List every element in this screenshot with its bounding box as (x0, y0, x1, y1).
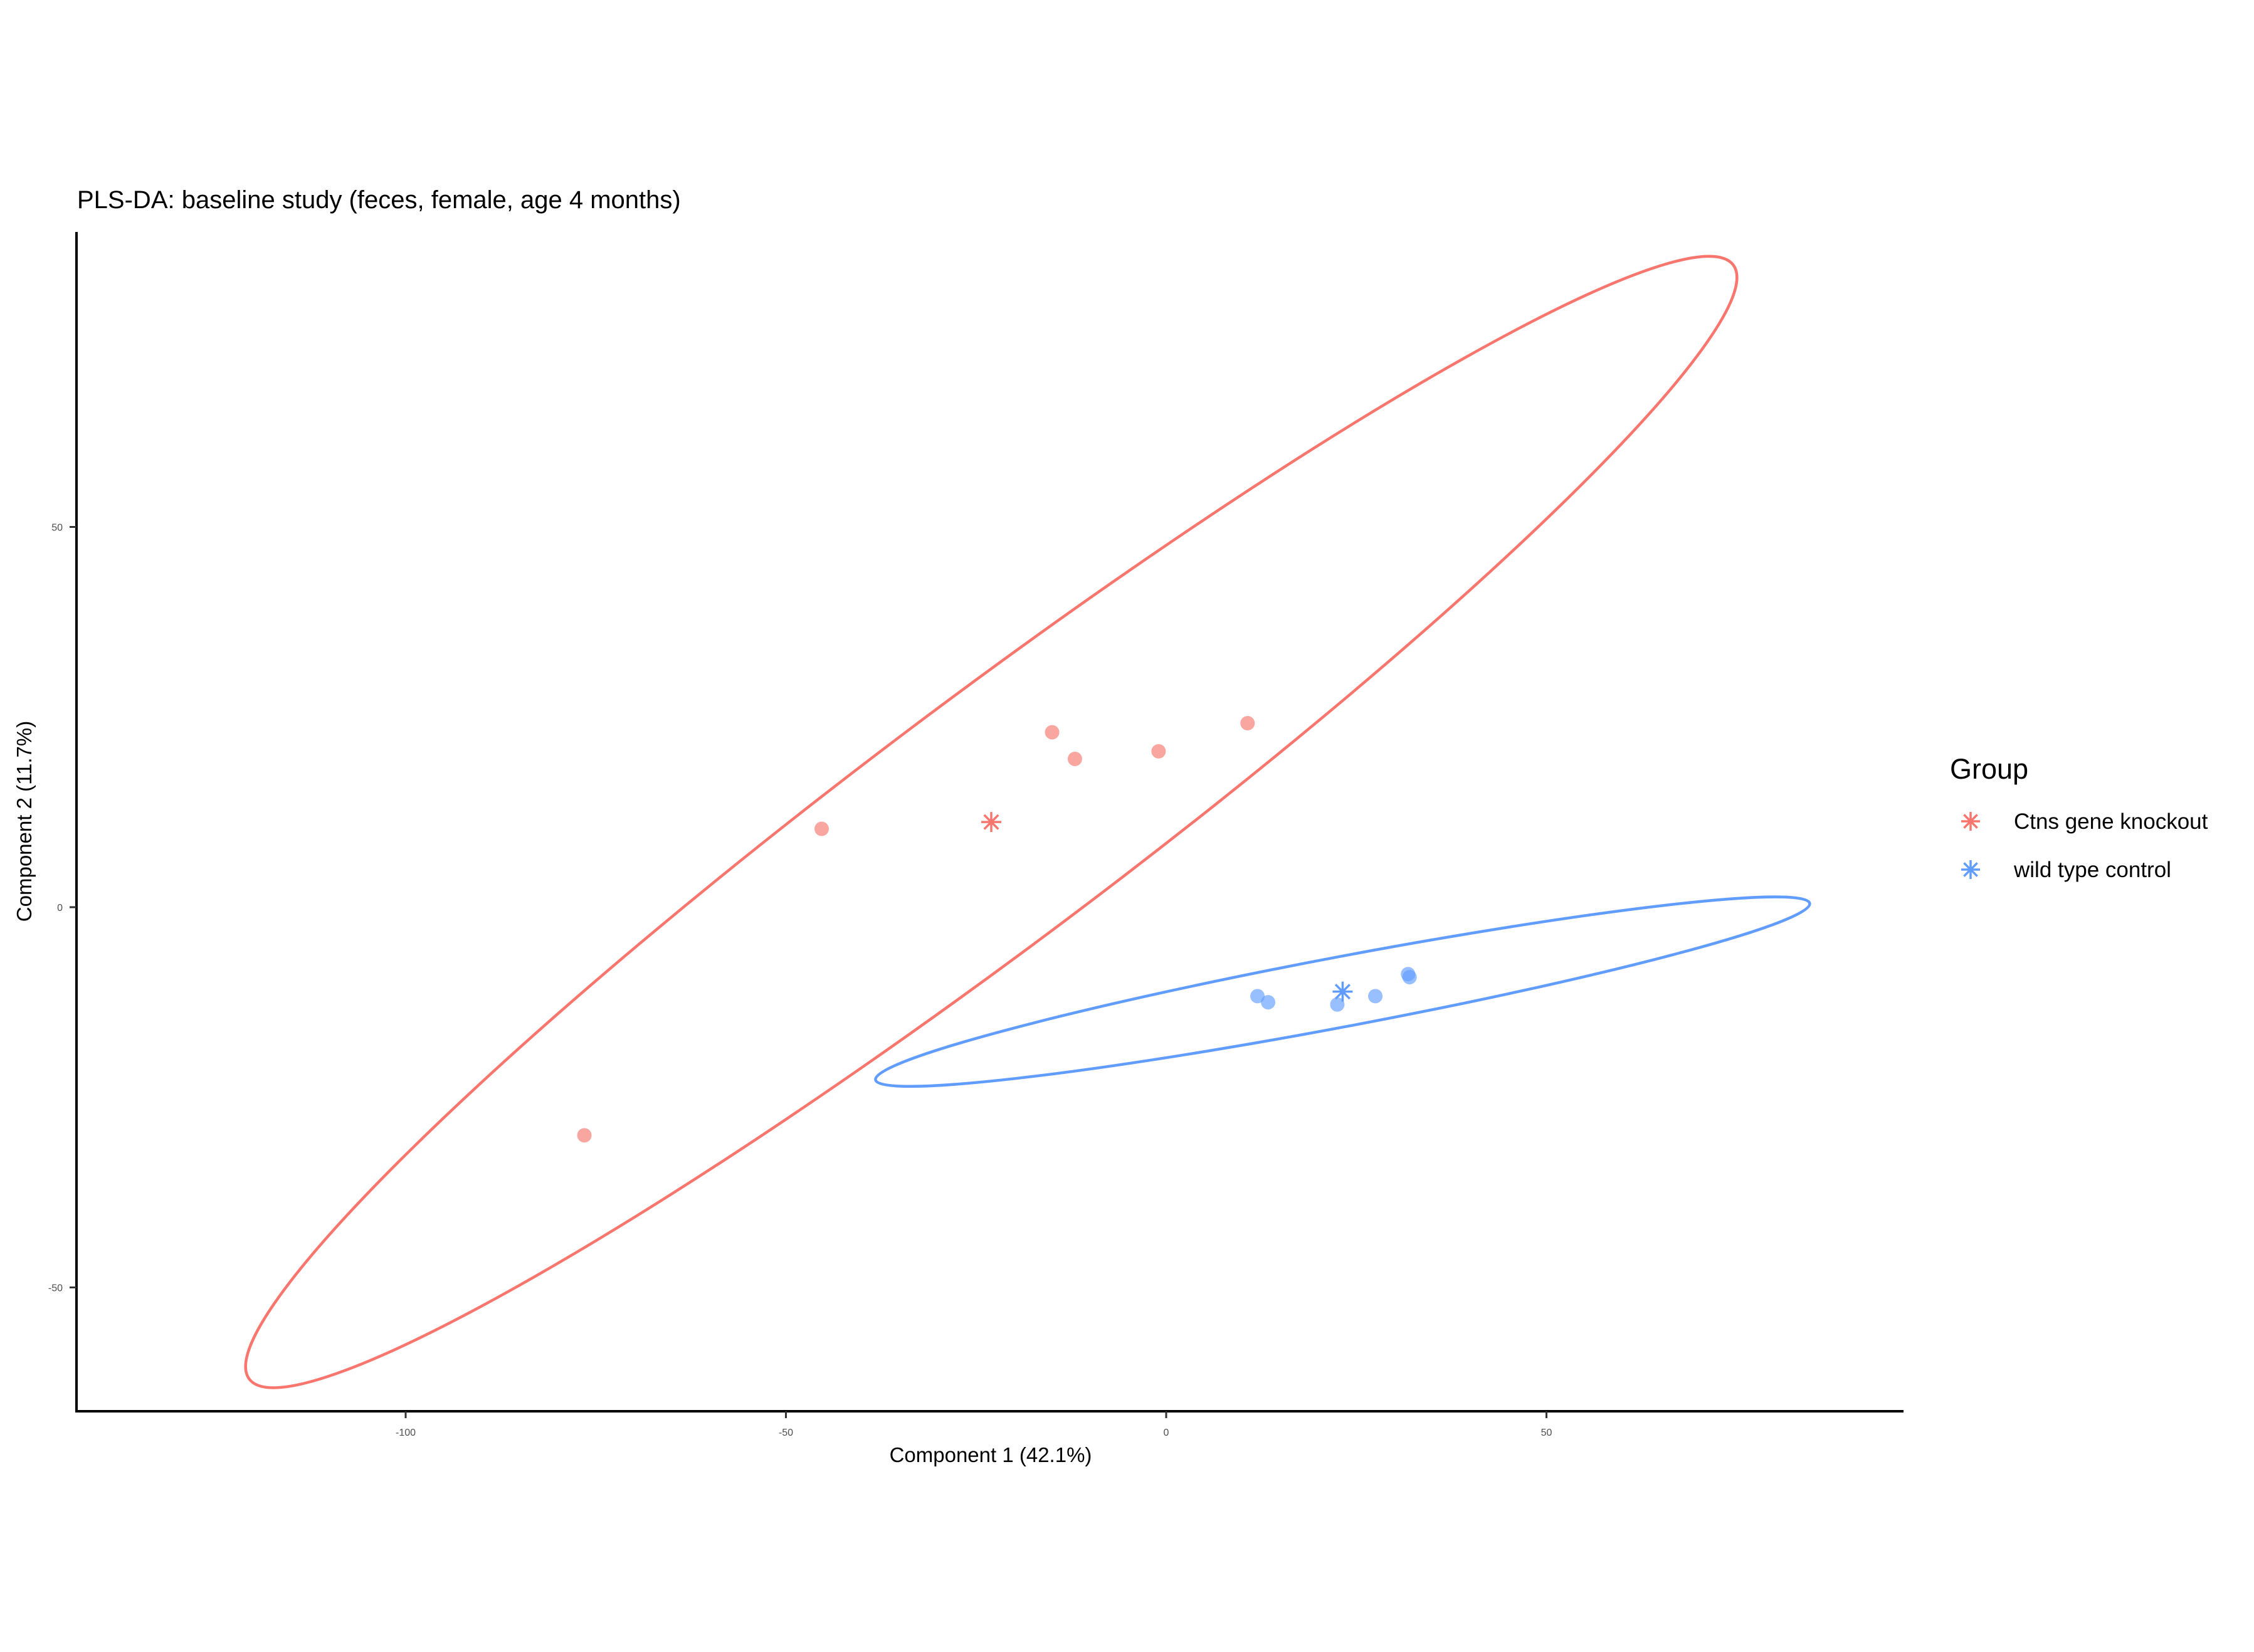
legend-key-1 (1961, 860, 1980, 879)
x-tick-label-1: -50 (779, 1428, 793, 1438)
chart-title: PLS-DA: baseline study (feces, female, a… (77, 186, 681, 214)
point-0-2 (1045, 725, 1060, 740)
x-tick-label-0: -100 (396, 1428, 416, 1438)
point-0-1 (814, 821, 829, 836)
ellipse-1 (874, 895, 1811, 1088)
x-tick-label-2: 0 (1164, 1428, 1169, 1438)
point-0-0 (577, 1128, 592, 1143)
point-1-0 (1250, 989, 1265, 1004)
sample-points (577, 715, 1417, 1143)
point-1-3 (1368, 989, 1383, 1004)
centroid-0 (981, 812, 1002, 833)
legend: Group Ctns gene knockout wild type contro… (1950, 753, 2208, 882)
y-tick-label-0: -50 (48, 1283, 63, 1294)
centroid-1 (1332, 981, 1353, 1002)
group-centroids (981, 812, 1353, 1002)
y-tick-label-2: 50 (51, 523, 63, 534)
point-0-5 (1240, 715, 1255, 730)
point-1-2 (1330, 997, 1345, 1012)
point-1-1 (1261, 995, 1276, 1010)
point-0-4 (1151, 744, 1166, 759)
legend-key-0 (1961, 812, 1980, 831)
x-axis-title: Component 1 (42.1%) (890, 1443, 1092, 1466)
confidence-ellipses (244, 255, 1811, 1389)
y-axis-ticks: -50 0 50 (48, 523, 76, 1294)
legend-items: Ctns gene knockout wild type control (1961, 809, 2208, 882)
point-0-3 (1067, 751, 1082, 766)
y-tick-label-1: 0 (57, 903, 63, 913)
ellipse-0 (244, 255, 1739, 1389)
legend-label-1: wild type control (2013, 858, 2171, 882)
point-1-5 (1402, 970, 1417, 985)
legend-label-0: Ctns gene knockout (2014, 809, 2208, 834)
x-axis-ticks: -100 -50 0 50 (396, 1411, 1552, 1438)
x-tick-label-3: 50 (1541, 1428, 1552, 1438)
legend-title: Group (1950, 753, 2028, 785)
y-axis-title: Component 2 (11.7%) (13, 721, 36, 922)
